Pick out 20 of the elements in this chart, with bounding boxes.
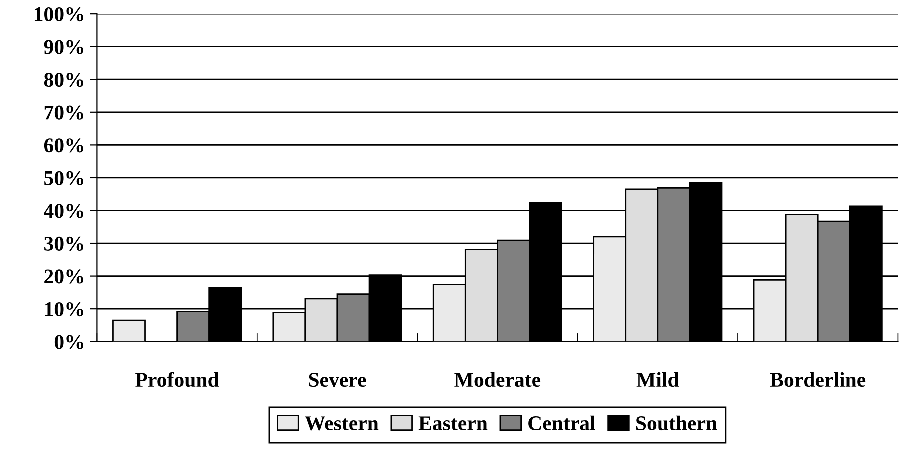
legend-label: Eastern (418, 416, 488, 431)
y-tick-label: 30% (44, 236, 84, 252)
y-tick-label: 10% (45, 302, 84, 317)
y-tick-label: 0% (54, 335, 84, 350)
legend-label: Southern (636, 416, 718, 431)
legend-label: Western (305, 416, 379, 431)
y-tick-label: 50% (44, 171, 84, 186)
y-tick-label: 90% (44, 40, 84, 54)
y-tick-label: 70% (44, 106, 84, 120)
legend-label: Central (528, 416, 596, 431)
x-tick-label: Severe (309, 373, 366, 388)
y-tick-label: 100% (34, 7, 84, 22)
y-tick-label: 40% (44, 204, 84, 218)
x-tick-label: Mild (636, 372, 680, 388)
x-tick-label: Moderate (454, 372, 541, 388)
y-tick-label: 20% (44, 270, 84, 284)
x-tick-label: Profound (136, 372, 220, 388)
x-tick-label: Borderline (770, 372, 866, 388)
y-tick-label: 60% (44, 138, 84, 153)
y-tick-label: 80% (44, 73, 84, 88)
